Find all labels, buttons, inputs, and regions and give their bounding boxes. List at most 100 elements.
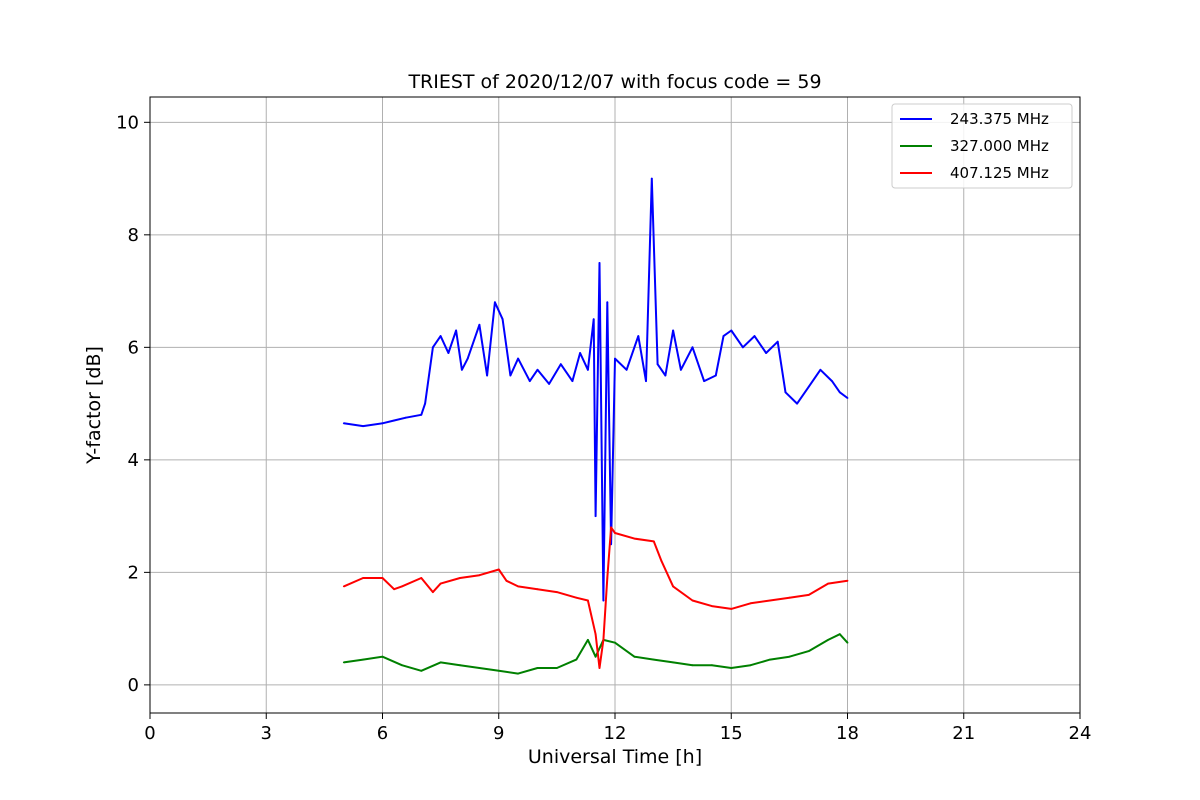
data-point (439, 582, 442, 585)
data-point (362, 658, 364, 661)
data-point (606, 301, 609, 304)
x-tick-label: 24 (1069, 723, 1092, 744)
data-point (711, 605, 713, 607)
data-point (575, 596, 578, 599)
data-point (730, 608, 733, 610)
data-point (664, 374, 667, 377)
y-tick-label: 0 (128, 675, 139, 696)
data-point (466, 357, 469, 360)
data-point (459, 664, 461, 667)
data-point (656, 363, 659, 366)
data-point (776, 340, 779, 343)
data-point (614, 641, 616, 644)
data-point (749, 602, 752, 605)
legend: 243.375 MHz 327.000 MHz 407.125 MHz (891, 103, 1073, 189)
data-point (401, 664, 403, 667)
data-point (637, 335, 640, 337)
data-point (528, 380, 531, 382)
data-point (432, 591, 434, 593)
data-point (788, 655, 791, 658)
data-point (517, 672, 519, 675)
data-point (714, 374, 717, 377)
data-point (486, 374, 488, 377)
data-point (846, 641, 849, 644)
data-point (598, 667, 601, 669)
data-point (478, 323, 481, 326)
data-point (807, 594, 810, 596)
data-point (652, 540, 655, 543)
data-point (730, 667, 733, 669)
data-point (501, 318, 504, 321)
data-point (494, 301, 496, 304)
data-point (362, 577, 364, 579)
data-point (393, 588, 395, 591)
data-point (730, 329, 733, 332)
data-point (749, 664, 752, 667)
data-point (556, 667, 558, 669)
x-tick-label: 15 (720, 723, 743, 744)
data-point (846, 579, 849, 582)
data-point (478, 667, 481, 669)
y-tick-label: 10 (116, 112, 139, 133)
data-point (784, 391, 787, 394)
data-point (455, 329, 457, 332)
data-point (497, 568, 500, 571)
data-point (614, 532, 616, 534)
series-line-3 (343, 526, 848, 669)
x-tick-label: 12 (604, 723, 627, 744)
data-point (420, 669, 423, 672)
data-point (579, 352, 581, 354)
data-point (722, 335, 725, 337)
data-point (497, 669, 500, 672)
legend-label: 243.375 MHz (950, 110, 1049, 128)
x-tick-label: 3 (261, 723, 272, 744)
data-point (461, 368, 463, 371)
data-point (672, 585, 674, 588)
data-point (594, 633, 597, 636)
data-point (827, 639, 829, 641)
y-tick-label: 2 (128, 562, 139, 583)
data-point (424, 402, 426, 405)
data-point (439, 661, 442, 664)
x-tick-label: 21 (952, 723, 975, 744)
data-point (846, 397, 849, 399)
data-point (478, 574, 481, 577)
legend-box (891, 103, 1073, 189)
data-point (765, 352, 767, 354)
data-point (807, 385, 810, 388)
data-point (633, 537, 636, 540)
data-point (633, 655, 636, 658)
data-point (420, 413, 423, 416)
data-point (650, 177, 653, 180)
data-point (575, 658, 578, 661)
data-point (831, 380, 833, 382)
data-point (381, 577, 384, 579)
data-point (827, 582, 829, 585)
data-point (788, 596, 791, 599)
data-point (517, 585, 519, 588)
chart-title: TRIEST of 2020/12/07 with focus code = 5… (407, 71, 821, 93)
data-point (536, 588, 539, 591)
data-point (703, 380, 705, 382)
data-point (559, 363, 562, 366)
data-point (614, 357, 616, 360)
data-point (459, 577, 461, 579)
data-point (594, 515, 597, 517)
data-point (672, 329, 674, 332)
data-point (594, 655, 597, 658)
data-point (509, 374, 512, 377)
data-point (381, 422, 384, 425)
x-tick-label: 6 (377, 723, 388, 744)
x-tick-label: 9 (493, 723, 504, 744)
data-point (691, 346, 694, 349)
data-point (838, 391, 841, 394)
data-point (393, 419, 395, 422)
data-point (432, 346, 434, 349)
data-point (592, 318, 595, 321)
data-point (404, 416, 407, 419)
y-tick-label: 4 (128, 450, 139, 471)
x-tick-label: 18 (836, 723, 859, 744)
data-point (660, 560, 663, 562)
data-point (598, 262, 601, 264)
